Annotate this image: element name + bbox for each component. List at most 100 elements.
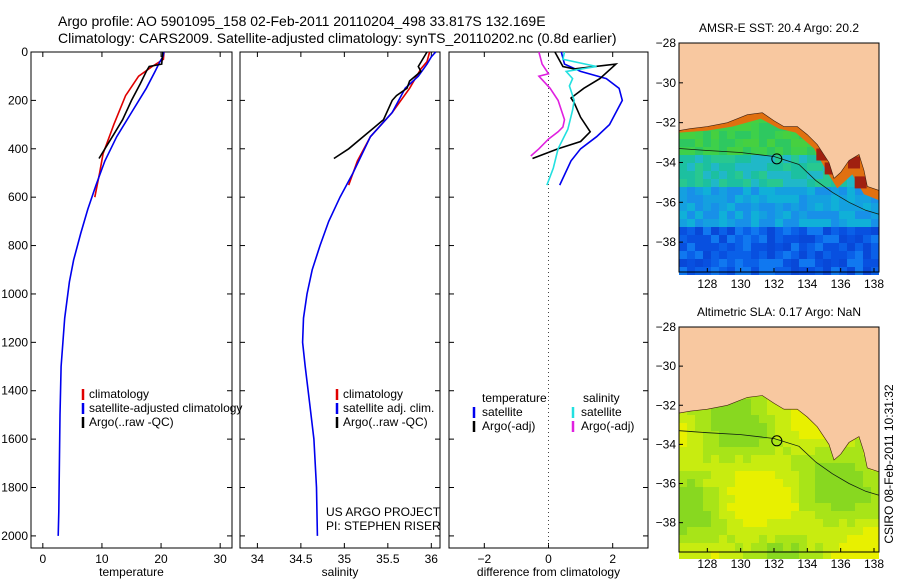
map-cell: [863, 211, 871, 219]
map-cell: [751, 415, 759, 423]
map-cell: [711, 423, 719, 431]
map-cell: [759, 139, 767, 147]
map-cell: [743, 423, 751, 431]
map-cell: [815, 211, 823, 219]
map-cell: [727, 463, 735, 471]
map-cell: [783, 187, 791, 195]
timestamp-label: CSIRO 08-Feb-2011 10:31:32: [882, 384, 896, 544]
map-cell: [759, 267, 767, 275]
map-cell: [863, 227, 871, 235]
map-cell: [759, 203, 767, 211]
map-cell: [807, 431, 815, 439]
map-cell: [823, 479, 831, 487]
map-cell: [719, 267, 727, 275]
map-cell: [767, 187, 775, 195]
map-cell: [847, 463, 855, 471]
map-cell: [831, 251, 839, 259]
map-cell: [711, 519, 719, 527]
map-cell: [767, 219, 775, 227]
map-cell: [831, 543, 839, 551]
map-cell: [783, 543, 791, 551]
map-xtick-label: 134: [797, 557, 817, 571]
map-cell: [703, 543, 711, 551]
map-cell: [735, 219, 743, 227]
map-cell: [767, 227, 775, 235]
map-cell: [687, 251, 695, 259]
map-cell: [703, 431, 711, 439]
depth-tick-label: 200: [8, 93, 28, 107]
depth-tick-label: 1400: [1, 384, 28, 398]
map-cell: [847, 471, 855, 479]
map-cell: [839, 519, 847, 527]
map-cell: [727, 543, 735, 551]
map-cell: [783, 163, 791, 171]
map-cell: [695, 131, 703, 139]
map-cell: [679, 267, 687, 275]
map-cell: [687, 495, 695, 503]
map-cell: [783, 551, 791, 559]
map-cell: [711, 455, 719, 463]
map-cell: [711, 511, 719, 519]
temperature-series-satellite-adjusted-climatology: [57, 51, 165, 536]
map-cell: [783, 235, 791, 243]
map-cell: [719, 495, 727, 503]
map-cell: [783, 147, 791, 155]
map-cell: [847, 219, 855, 227]
map-cell: [823, 439, 831, 447]
map-cell: [831, 551, 839, 559]
map-cell: [727, 447, 735, 455]
map-cell: [815, 267, 823, 275]
map-cell: [735, 123, 743, 131]
map-cell: [815, 535, 823, 543]
map-cell: [727, 211, 735, 219]
map-cell: [839, 471, 847, 479]
map-cell: [839, 487, 847, 495]
map-cell: [863, 219, 871, 227]
map-cell: [831, 187, 839, 195]
map-cell: [759, 399, 767, 407]
map-cell: [703, 471, 711, 479]
map-cell: [847, 211, 855, 219]
map-cell: [711, 187, 719, 195]
map-cell: [823, 463, 831, 471]
map-cell: [767, 179, 775, 187]
map-cell: [823, 495, 831, 503]
map-cell: [719, 227, 727, 235]
map-cell: [863, 511, 871, 519]
map-cell: [767, 463, 775, 471]
map-cell: [815, 431, 823, 439]
map-cell: [847, 195, 855, 203]
temperature-xtick-label: 30: [213, 552, 227, 566]
map-cell: [687, 171, 695, 179]
map-cell: [775, 235, 783, 243]
map-cell: [751, 495, 759, 503]
map-xtick-label: 138: [864, 557, 884, 571]
map-cell: [695, 267, 703, 275]
map-cell: [831, 267, 839, 275]
map-cell: [871, 259, 879, 267]
map-cell: [735, 203, 743, 211]
temperature-legend-label: satellite-adjusted climatology: [89, 401, 242, 415]
map-cell: [687, 211, 695, 219]
map-cell: [751, 259, 759, 267]
map-cell: [799, 251, 807, 259]
map-cell: [751, 195, 759, 203]
map-cell: [775, 171, 783, 179]
map-cell: [871, 511, 879, 519]
map-cell: [695, 431, 703, 439]
map-cell: [759, 163, 767, 171]
map-cell: [727, 439, 735, 447]
map-cell: [815, 235, 823, 243]
map-cell: [719, 551, 727, 559]
map-cell: [727, 187, 735, 195]
map-cell: [703, 415, 711, 423]
map-cell: [783, 251, 791, 259]
map-cell: [687, 439, 695, 447]
map-cell: [863, 251, 871, 259]
map-cell: [679, 235, 687, 243]
map-cell: [775, 407, 783, 415]
map-cell: [855, 487, 863, 495]
map-cell: [791, 259, 799, 267]
map-cell: [703, 195, 711, 203]
map-cell: [767, 407, 775, 415]
